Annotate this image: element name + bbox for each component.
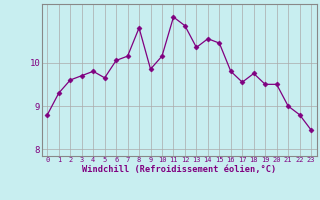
X-axis label: Windchill (Refroidissement éolien,°C): Windchill (Refroidissement éolien,°C) (82, 165, 276, 174)
